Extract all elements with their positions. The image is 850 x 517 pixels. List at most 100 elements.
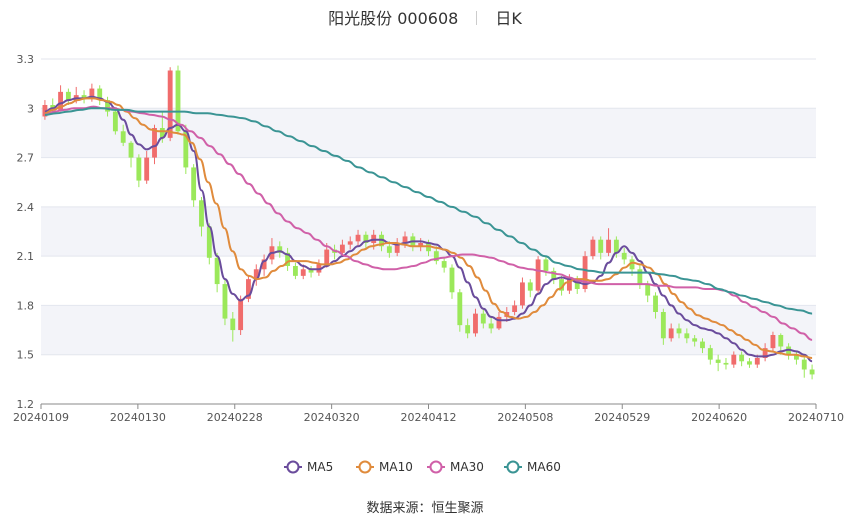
y-axis-tick-labels: 1.2 1.5 1.8 2.1 2.4 2.7 3 3.3 (17, 53, 35, 411)
candle (261, 254, 267, 276)
candle-body (253, 269, 259, 280)
candle-body (637, 269, 643, 285)
candle (191, 164, 197, 207)
candle (527, 279, 533, 298)
candle-body (386, 246, 392, 253)
candle (144, 151, 150, 184)
chart-title-bar: 阳光股份 000608 日K (0, 5, 850, 29)
candle-body (739, 354, 745, 362)
candle (488, 316, 494, 334)
candle (308, 266, 314, 278)
candle (520, 277, 525, 309)
data-source: 数据来源：恒生聚源 (366, 501, 484, 516)
candle (794, 351, 799, 365)
candle (707, 344, 713, 365)
candle-body (574, 279, 580, 289)
candle-body (457, 292, 463, 326)
legend-item-ma60[interactable]: MA60 (504, 460, 561, 474)
x-tick-label: 20240109 (13, 411, 69, 424)
candle-body (230, 318, 236, 331)
candle-body (285, 252, 291, 266)
candle-body (136, 157, 142, 181)
candle-body (707, 348, 713, 360)
candle-body (465, 325, 471, 334)
candle (747, 358, 752, 368)
candle-body (167, 70, 173, 138)
candle (582, 251, 588, 293)
chart-title: 阳光股份 000608 (328, 9, 459, 28)
candlestick-plot: 1.21.51.82.12.42.733.3 20240109 20240130 2… (13, 53, 844, 474)
candle-body (645, 284, 651, 296)
candle-body (684, 333, 690, 339)
candle-body (809, 369, 815, 375)
candle (81, 90, 87, 104)
candle (386, 241, 392, 258)
candle-body (120, 131, 126, 143)
legend-item-ma5[interactable]: MA5 (284, 460, 333, 474)
candle (230, 312, 236, 342)
candle-body (402, 236, 408, 243)
legend-item-ma30[interactable]: MA30 (427, 460, 484, 474)
candle-body (653, 295, 658, 312)
candle (285, 247, 291, 271)
candle-body (363, 234, 369, 243)
candle (480, 308, 486, 329)
candle (277, 241, 283, 258)
x-tick-label: 20240412 (401, 411, 457, 424)
candle-body (222, 284, 228, 319)
candle-body (433, 251, 439, 262)
candle (112, 108, 118, 135)
candle-body (543, 259, 549, 271)
title-separator (476, 11, 478, 25)
legend-label: MA60 (527, 460, 561, 474)
candle (105, 96, 110, 117)
candle-body (65, 91, 71, 101)
candle (238, 295, 244, 335)
y-tick-label: 2.1 (17, 250, 35, 263)
candle (739, 351, 745, 367)
candle (316, 259, 322, 276)
legend-marker (358, 460, 372, 474)
candle (535, 256, 541, 294)
candle-body (794, 354, 799, 360)
candle (253, 264, 259, 286)
x-tick-label: 20240130 (110, 411, 166, 424)
candle-body (613, 239, 619, 253)
candle-body (152, 128, 157, 158)
candle (715, 354, 721, 372)
y-tick-label: 1.2 (17, 398, 35, 411)
candle (418, 238, 424, 252)
candle (473, 308, 478, 337)
background-band (41, 305, 816, 355)
candle-body (214, 257, 220, 285)
candle (363, 231, 369, 248)
candle (214, 252, 220, 293)
candle-body (292, 266, 298, 276)
candle-body (89, 88, 95, 99)
candle (590, 236, 596, 260)
legend-label: MA30 (450, 460, 484, 474)
candle (97, 85, 103, 105)
candle-body (324, 249, 330, 265)
candle-body (418, 243, 424, 247)
candle-body (81, 95, 87, 99)
candle-body (715, 359, 721, 363)
candle (676, 323, 682, 339)
series-line-ma60 (44, 107, 813, 315)
candle-body (199, 200, 204, 227)
candle (598, 236, 604, 260)
candle-body (206, 226, 212, 258)
candle (120, 124, 126, 147)
candle (339, 239, 345, 257)
candle-body (394, 243, 400, 253)
candle (457, 289, 463, 332)
legend[interactable]: MA5 MA10 MA30 MA60 (284, 460, 561, 474)
candle-body (566, 279, 572, 291)
candle-body (754, 358, 760, 365)
candle-body (355, 234, 361, 242)
legend-item-ma10[interactable]: MA10 (356, 460, 413, 474)
candle (809, 364, 815, 380)
candle-body (473, 313, 478, 334)
moving-average-lines (44, 95, 813, 363)
